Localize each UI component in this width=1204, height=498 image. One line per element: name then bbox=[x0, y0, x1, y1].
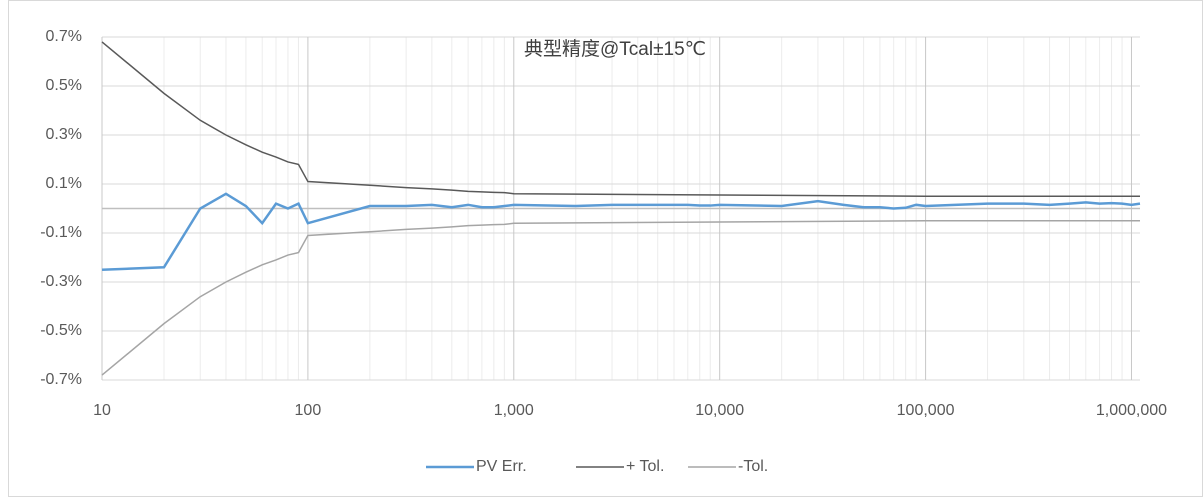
series-line bbox=[101, 220, 1140, 376]
y-tick-label: 0.7% bbox=[46, 28, 82, 45]
x-tick-label: 100 bbox=[295, 402, 322, 419]
x-tick-label: 10,000 bbox=[695, 402, 744, 419]
x-tick-label: 1,000,000 bbox=[1096, 402, 1167, 419]
y-tick-label: 0.1% bbox=[46, 175, 82, 192]
y-tick-label: -0.5% bbox=[40, 322, 82, 339]
series-line bbox=[101, 192, 1141, 271]
legend-label: + Tol. bbox=[626, 458, 664, 475]
y-tick-label: -0.1% bbox=[40, 224, 82, 241]
chart-title: 典型精度@Tcal±15℃ bbox=[524, 38, 706, 60]
legend-label: PV Err. bbox=[476, 458, 527, 475]
y-tick-label: 0.5% bbox=[46, 77, 82, 94]
legend-label: -Tol. bbox=[738, 458, 768, 475]
y-tick-label: -0.7% bbox=[40, 371, 82, 388]
chart-frame bbox=[8, 0, 1203, 497]
y-tick-label: 0.3% bbox=[46, 126, 82, 143]
x-tick-label: 100,000 bbox=[897, 402, 955, 419]
series-line bbox=[101, 41, 1140, 197]
x-tick-label: 10 bbox=[93, 402, 111, 419]
x-tick-label: 1,000 bbox=[494, 402, 534, 419]
y-tick-label: -0.3% bbox=[40, 273, 82, 290]
